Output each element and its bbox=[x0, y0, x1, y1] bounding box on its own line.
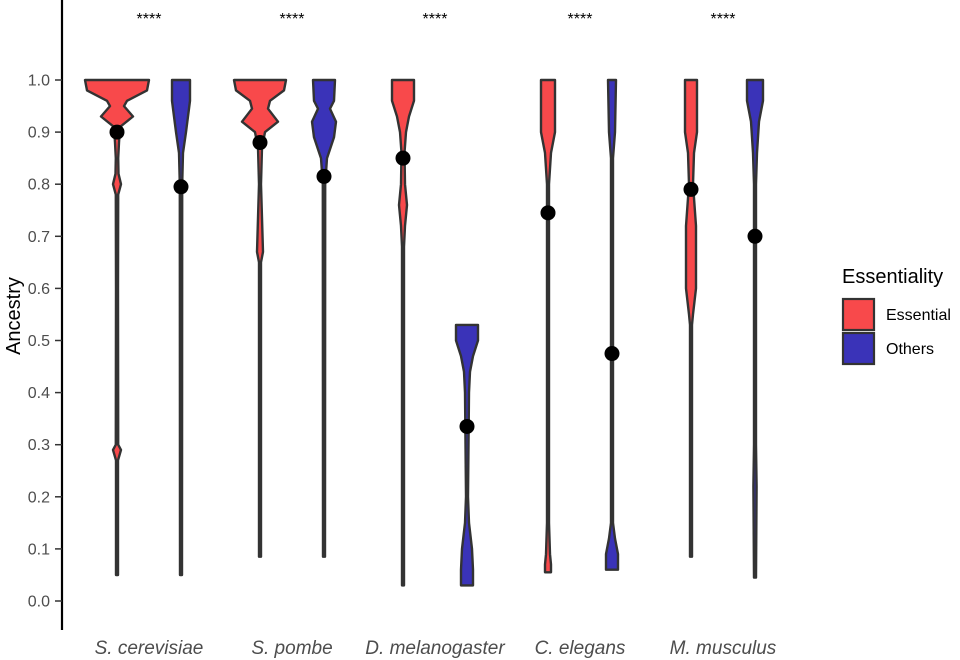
legend-label-others: Others bbox=[886, 341, 934, 358]
y-tick-label: 0.9 bbox=[28, 125, 50, 142]
median-point-others-0 bbox=[173, 179, 189, 195]
violin-essential-0 bbox=[83, 78, 151, 577]
significance-label: **** bbox=[711, 11, 736, 28]
x-tick-label: C. elegans bbox=[535, 638, 626, 659]
violin-others-2 bbox=[454, 323, 480, 587]
y-tick-label: 0.6 bbox=[28, 281, 50, 298]
violins bbox=[83, 78, 765, 587]
median-point-others-2 bbox=[459, 418, 475, 434]
significance-label: **** bbox=[137, 11, 162, 28]
x-tick-label: M. musculus bbox=[670, 638, 777, 659]
x-tick-labels: S. cerevisiae S. pombe D. melanogaster C. e… bbox=[95, 638, 777, 659]
median-point-essential-1 bbox=[252, 135, 268, 151]
violin-others-3 bbox=[604, 78, 620, 571]
median-point-others-1 bbox=[316, 168, 332, 184]
significance-labels: **** **** **** **** **** bbox=[137, 11, 736, 28]
x-tick-label: S. pombe bbox=[251, 638, 332, 659]
y-ticks: 0.0 0.1 0.2 0.3 0.4 0.5 0.6 0.7 0.8 0.9 1.0 bbox=[28, 73, 62, 611]
median-points bbox=[109, 124, 763, 434]
violin-others-4 bbox=[745, 78, 765, 579]
median-point-essential-4 bbox=[683, 181, 699, 197]
y-tick-label: 0.8 bbox=[28, 177, 50, 194]
violin-others-1 bbox=[310, 78, 338, 558]
legend-key-essential bbox=[841, 297, 876, 332]
legend-entries: Essential Others bbox=[841, 297, 951, 366]
legend-key-others bbox=[841, 331, 876, 366]
significance-label: **** bbox=[280, 11, 305, 28]
violin-essential-4 bbox=[683, 78, 699, 558]
legend-title: Essentiality bbox=[842, 266, 943, 288]
violin-essential-2 bbox=[390, 78, 416, 587]
violin-essential-3 bbox=[539, 78, 557, 574]
y-axis-title: Ancestry bbox=[3, 277, 25, 355]
y-tick-label: 0.3 bbox=[28, 437, 50, 454]
legend: Essentiality Essential Others bbox=[841, 266, 951, 366]
y-tick-label: 0.1 bbox=[28, 541, 50, 558]
y-tick-label: 1.0 bbox=[28, 73, 50, 90]
median-point-essential-3 bbox=[540, 205, 556, 221]
median-point-others-3 bbox=[604, 346, 620, 362]
y-tick-label: 0.5 bbox=[28, 333, 50, 350]
violin-essential-1 bbox=[232, 78, 288, 558]
x-tick-label: S. cerevisiae bbox=[95, 638, 204, 659]
significance-label: **** bbox=[423, 11, 448, 28]
y-tick-label: 0.2 bbox=[28, 489, 50, 506]
x-tick-label: D. melanogaster bbox=[365, 638, 505, 659]
y-tick-label: 0.0 bbox=[28, 594, 50, 611]
violin-others-0 bbox=[170, 78, 192, 577]
legend-label-essential: Essential bbox=[886, 307, 951, 324]
significance-label: **** bbox=[568, 11, 593, 28]
median-point-others-4 bbox=[747, 228, 763, 244]
median-point-essential-2 bbox=[395, 150, 411, 166]
median-point-essential-0 bbox=[109, 124, 125, 140]
y-tick-label: 0.7 bbox=[28, 229, 50, 246]
y-tick-label: 0.4 bbox=[28, 385, 50, 402]
